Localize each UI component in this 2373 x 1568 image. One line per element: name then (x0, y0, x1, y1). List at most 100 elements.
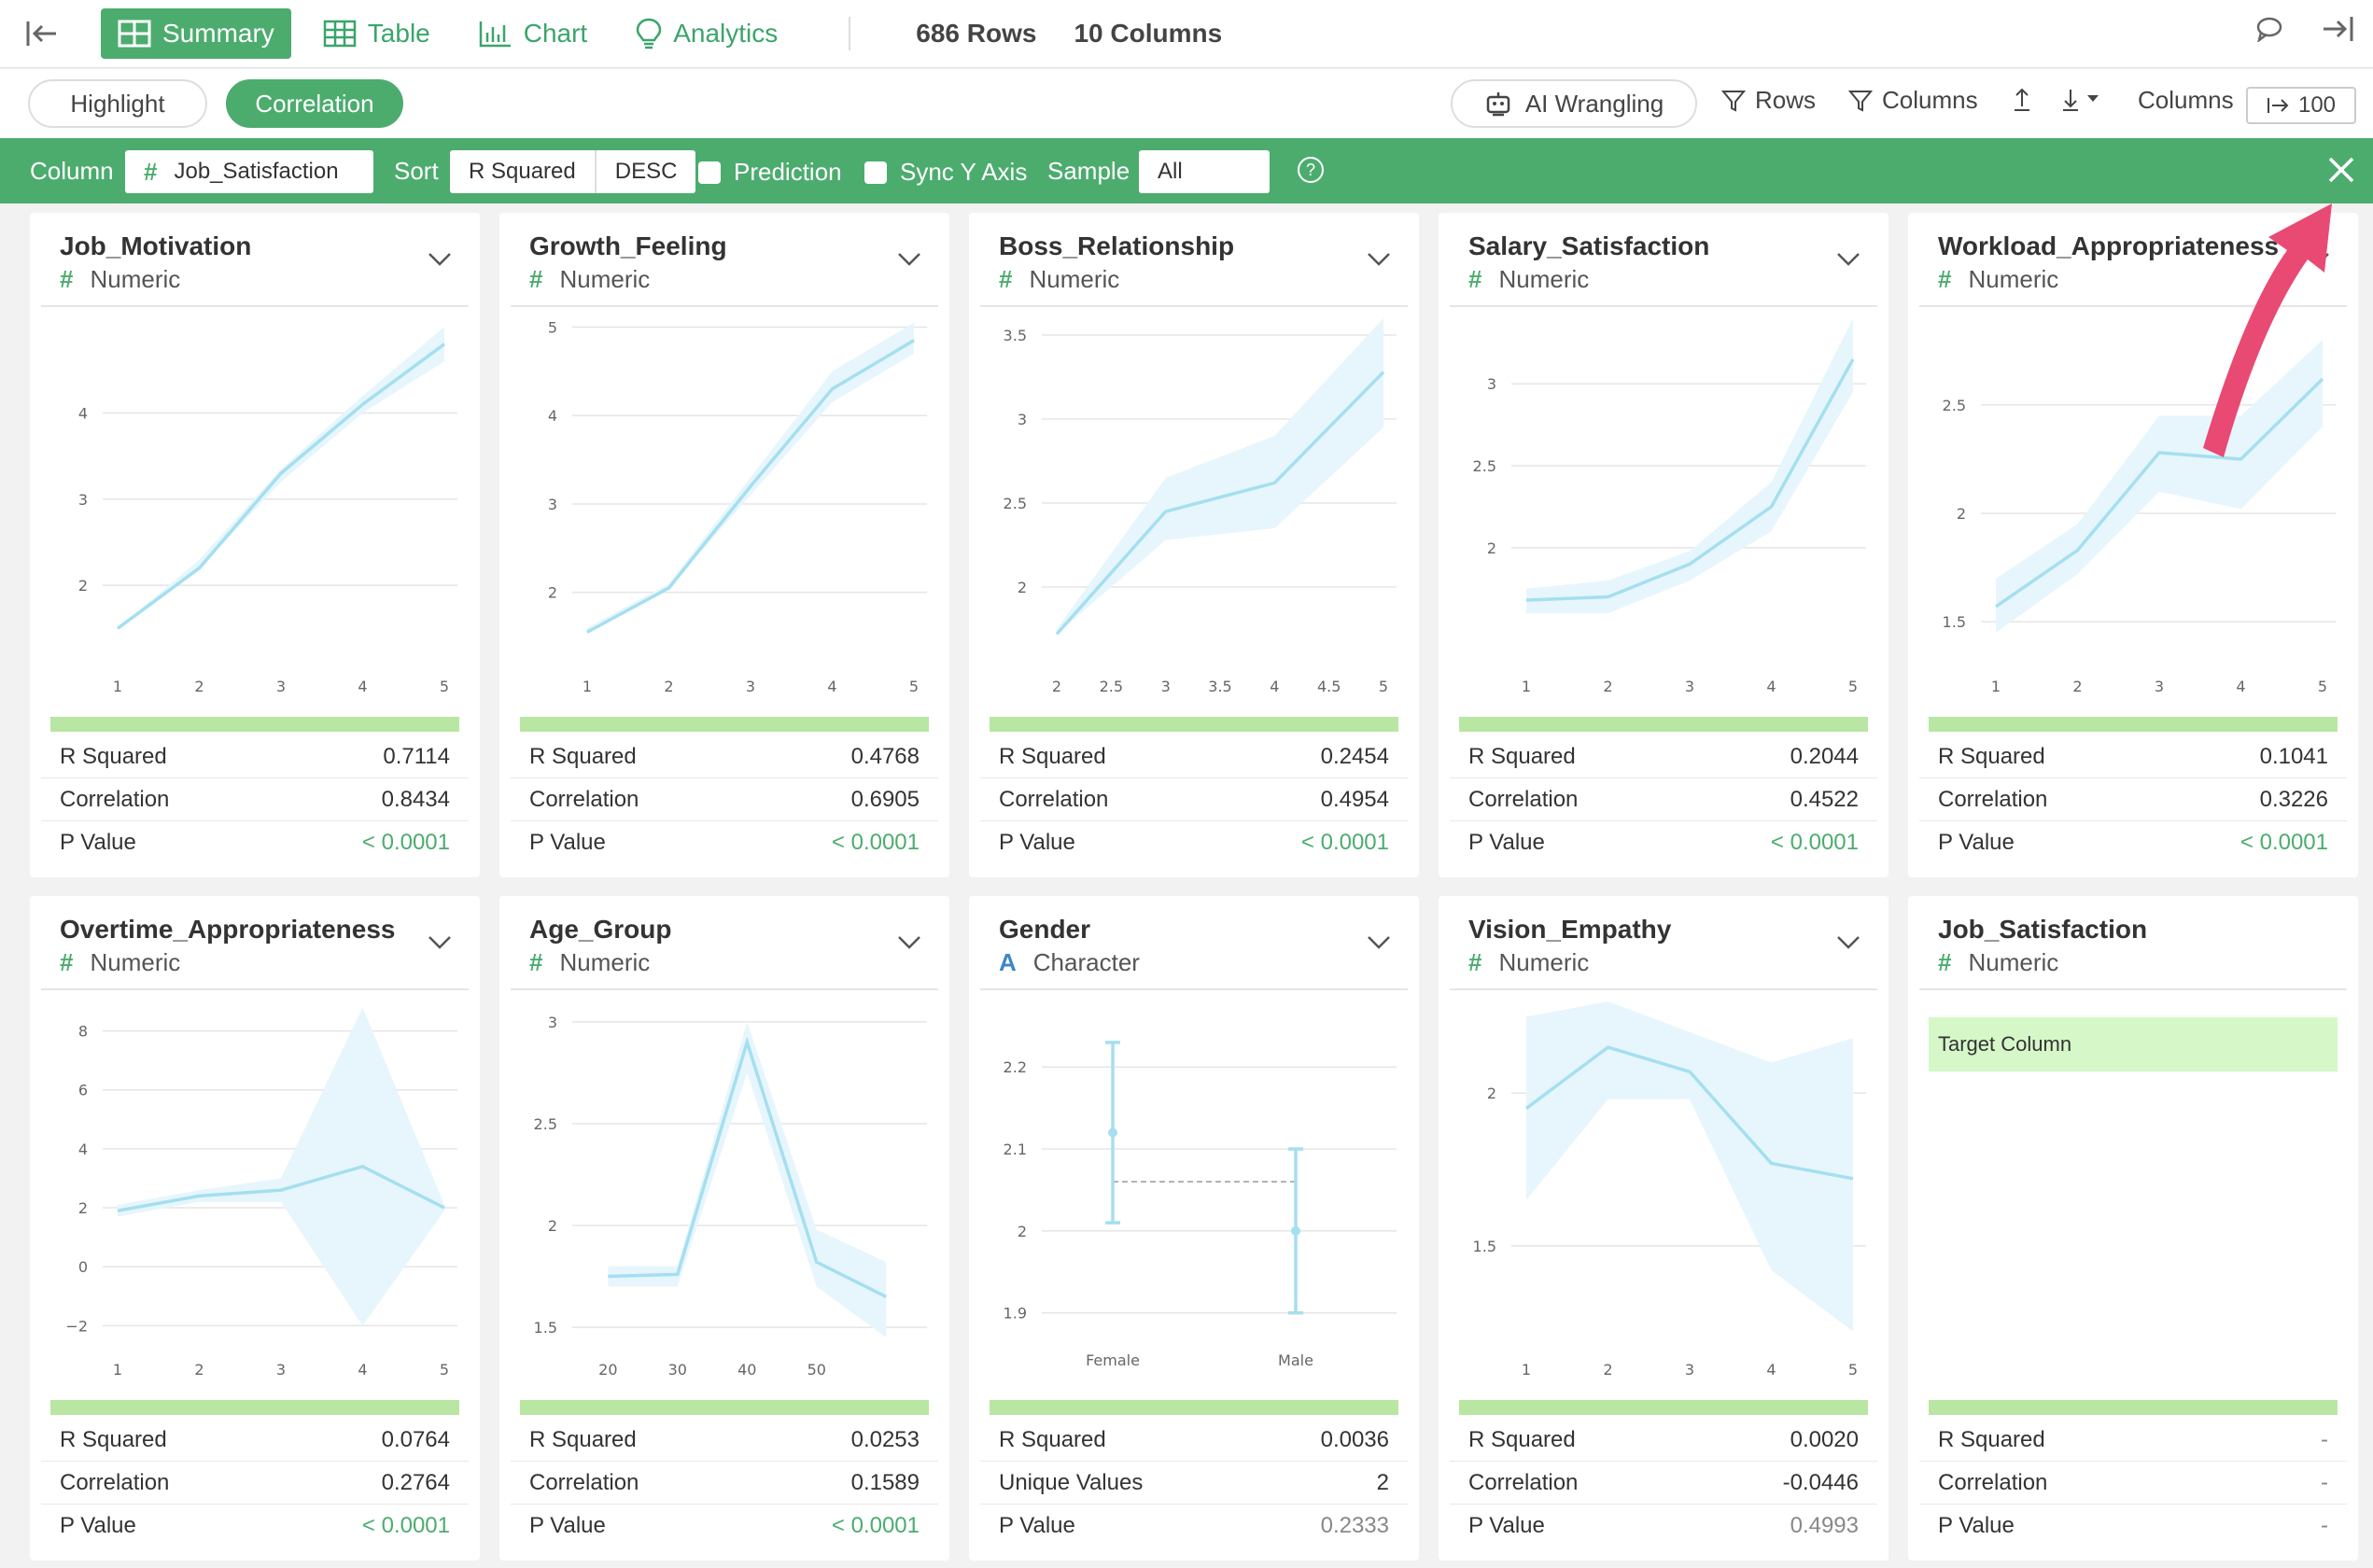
stat-value: 0.1041 (2259, 743, 2328, 769)
columns-filter-button[interactable]: Columns (1848, 86, 1978, 115)
chevron-down-icon[interactable] (428, 252, 452, 267)
x-tick-label: 2 (664, 678, 673, 695)
stat-row: Correlation 0.6905 (511, 778, 938, 821)
chevron-down-icon[interactable] (897, 252, 921, 267)
strength-bar (50, 1400, 459, 1415)
chevron-down-icon[interactable] (428, 935, 452, 950)
ai-wrangling-button[interactable]: AI Wrangling (1451, 79, 1697, 128)
prediction-checkbox[interactable]: Prediction (698, 158, 842, 187)
sort-by-select[interactable]: R Squared (469, 159, 576, 184)
chevron-down-icon[interactable] (897, 935, 921, 950)
column-card: Job_Satisfaction # Numeric Target Column R S… (1908, 896, 2358, 1561)
stat-label: R Squared (1468, 743, 1576, 769)
x-tick-label: 20 (598, 1361, 617, 1379)
highlight-button[interactable]: Highlight (28, 79, 207, 128)
stat-value: 2 (1376, 1469, 1389, 1495)
x-tick-label: 1 (1522, 678, 1531, 695)
stat-row: R Squared 0.4768 (511, 735, 938, 778)
x-tick-label: 4 (1766, 678, 1776, 695)
strength-bar (1929, 717, 2338, 732)
columns-limit-button[interactable]: 100 (2246, 87, 2356, 124)
stat-row: P Value - (1919, 1505, 2347, 1547)
tab-chart-label: Chart (523, 19, 588, 48)
series-line (608, 1036, 887, 1298)
card-header-divider (980, 305, 1408, 307)
chevron-down-icon[interactable] (1836, 252, 1860, 267)
sort-order-toggle[interactable]: DESC (594, 150, 696, 193)
y-tick-label: 3 (548, 496, 557, 513)
filter-icon (1721, 90, 1746, 112)
series-line (1995, 377, 2324, 609)
stat-value: 0.4522 (1790, 786, 1859, 812)
confidence-band (608, 1021, 887, 1337)
strength-bar (1929, 1400, 2338, 1415)
correlation-chart: 1.5 2 2.5 3 20 30 40 50 (534, 1014, 927, 1379)
sort-descending-button[interactable] (2059, 86, 2112, 112)
tab-table[interactable]: Table (306, 8, 447, 59)
x-tick-label: 5 (1848, 1361, 1858, 1379)
sync-y-axis-checkbox[interactable]: Sync Y Axis (864, 158, 1027, 187)
card-title: Overtime_Appropriateness (60, 915, 396, 944)
stat-label: R Squared (529, 1426, 637, 1452)
x-tick-label: Male (1278, 1351, 1313, 1369)
mean-point (1108, 1127, 1117, 1138)
strength-bar (1459, 1400, 1868, 1415)
stat-row: P Value < 0.0001 (41, 821, 469, 864)
card-header-divider (511, 305, 938, 307)
stat-label: P Value (529, 830, 606, 855)
x-tick-label: 4 (1270, 678, 1279, 695)
chevron-down-icon[interactable] (1836, 935, 1860, 950)
x-tick-label: 2.5 (1100, 678, 1123, 695)
card-title: Vision_Empathy (1468, 915, 1672, 944)
bar-chart-icon (479, 21, 511, 48)
card-header-divider (1450, 305, 1877, 307)
tab-analytics[interactable]: Analytics (619, 8, 794, 59)
y-tick-label: 3 (78, 491, 88, 509)
character-type-icon: A (999, 948, 1017, 976)
tab-chart[interactable]: Chart (462, 8, 604, 59)
column-type: # Numeric (60, 948, 181, 976)
stat-row: Correlation -0.0446 (1450, 1462, 1877, 1505)
stat-label: R Squared (529, 743, 637, 769)
y-tick-label: 2 (548, 584, 557, 602)
stat-row: P Value 0.4993 (1450, 1505, 1877, 1547)
card-title: Growth_Feeling (529, 231, 727, 260)
stat-row: R Squared 0.1041 (1919, 735, 2347, 778)
chevron-down-icon[interactable] (1367, 935, 1391, 950)
y-tick-label: 2.5 (534, 1115, 557, 1133)
tab-summary[interactable]: Summary (101, 8, 291, 59)
x-tick-label: 4 (2236, 678, 2245, 695)
chevron-down-icon[interactable] (1367, 252, 1391, 267)
stat-value: 0.8434 (381, 786, 450, 812)
comment-icon[interactable] (2255, 16, 2283, 42)
help-icon[interactable]: ? (1298, 157, 1324, 183)
y-tick-label: 1.5 (1473, 1238, 1496, 1255)
mean-point (1291, 1225, 1300, 1236)
stat-value: < 0.0001 (1770, 830, 1859, 855)
correlation-button[interactable]: Correlation (226, 79, 403, 128)
strength-bar (50, 717, 459, 732)
stat-label: Unique Values (999, 1469, 1144, 1495)
y-tick-label: 0 (78, 1258, 88, 1276)
close-icon[interactable] (2326, 155, 2356, 185)
column-label: Column (30, 157, 114, 185)
target-column-select[interactable]: # Job_Satisfaction (125, 150, 373, 193)
sample-select[interactable]: All (1139, 150, 1270, 193)
stat-value: 0.4954 (1320, 786, 1389, 812)
x-tick-label: 5 (440, 1361, 449, 1379)
column-card: Gender A Character 1.9 2 2.1 2.2 Female Male R Sq… (969, 896, 1419, 1561)
rows-filter-button[interactable]: Rows (1721, 86, 1816, 115)
series-line (117, 1164, 445, 1212)
x-tick-label: 3 (1685, 1361, 1694, 1379)
filter-icon (1848, 90, 1873, 112)
confidence-band (118, 1007, 444, 1326)
stat-label: Correlation (1938, 786, 2048, 812)
stat-value: 0.4993 (1790, 1513, 1859, 1538)
card-header-divider (511, 988, 938, 990)
collapse-left-icon[interactable] (17, 0, 67, 68)
x-tick-label: 1 (113, 1361, 122, 1379)
card-header-divider (41, 305, 469, 307)
collapse-right-icon[interactable] (2321, 15, 2354, 43)
sort-ascending-button[interactable] (2011, 86, 2043, 112)
stat-row: P Value < 0.0001 (980, 821, 1408, 864)
